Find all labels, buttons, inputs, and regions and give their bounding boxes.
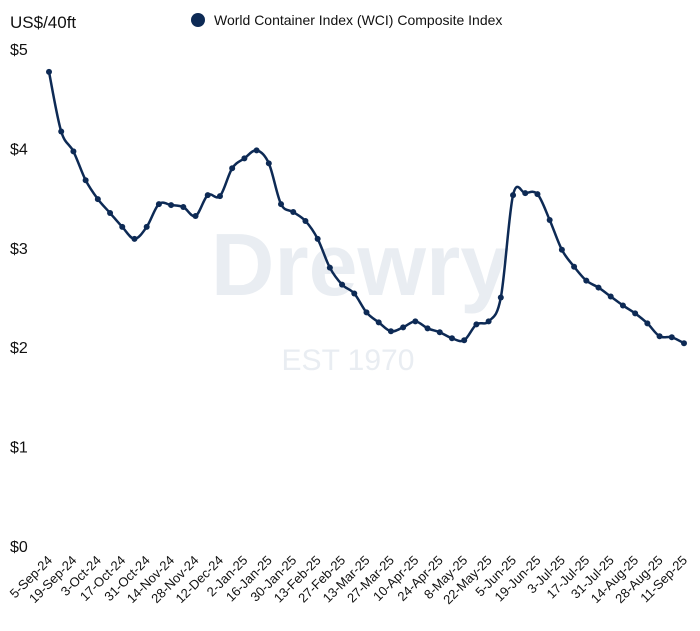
point [583,277,590,284]
point [461,337,468,344]
y-tick-label: $1 [10,440,28,457]
legend-marker [191,13,205,27]
point [339,281,346,288]
point [229,165,236,172]
y-tick-label: $2 [10,340,28,357]
point [131,235,138,242]
point [302,217,309,224]
point [107,210,114,217]
point [607,293,614,300]
point [497,294,504,301]
point [326,264,333,271]
point [424,325,431,332]
point [534,191,541,198]
y-tick-label: $0 [10,539,28,556]
point [168,202,175,209]
point [143,223,150,230]
point [241,155,248,162]
point [387,328,394,335]
point [290,209,297,216]
point [485,318,492,325]
point [522,190,529,197]
point [253,147,260,154]
point [265,160,272,167]
point [180,204,187,211]
point [668,334,675,341]
point [119,223,126,230]
point [473,321,480,328]
point [558,246,565,253]
point [351,290,358,297]
y-axis-label: US$/40ft [10,13,76,32]
point [278,201,285,208]
point [644,320,651,327]
point [412,318,419,325]
point [619,302,626,309]
point [94,196,101,203]
point [448,335,455,342]
point [216,193,223,200]
point [155,201,162,208]
point [58,128,65,135]
point [314,235,321,242]
point [632,310,639,317]
y-tick-label: $3 [10,241,28,258]
watermark: EST 1970 [282,344,415,377]
point [510,192,517,199]
point [656,333,663,340]
point [400,324,407,331]
point [595,284,602,291]
point [546,216,553,223]
point [363,309,370,316]
point [46,68,52,75]
point [192,212,199,219]
point [681,340,687,347]
y-tick-label: $5 [10,42,28,59]
y-tick-label: $4 [10,141,28,158]
watermark: Drewry [211,215,509,314]
point [82,177,89,184]
point [375,319,382,326]
point [436,329,443,336]
point [70,148,77,155]
point [571,263,578,270]
point [204,192,211,199]
legend-label: World Container Index (WCI) Composite In… [214,12,502,28]
